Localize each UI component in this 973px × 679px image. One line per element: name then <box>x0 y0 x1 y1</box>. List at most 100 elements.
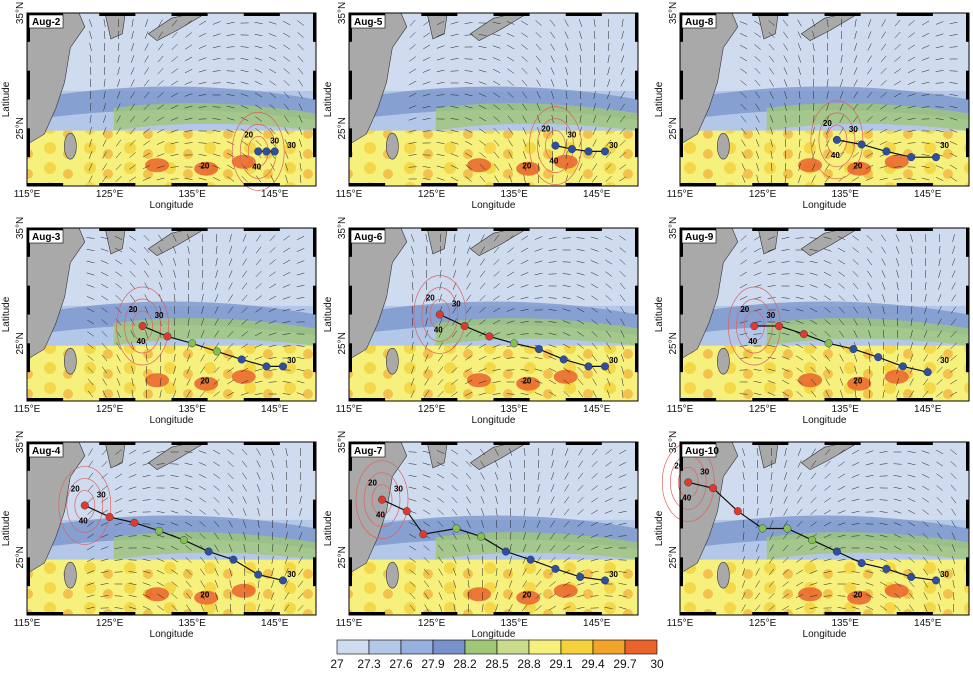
colorbar-tick-label: 28.2 <box>453 657 477 671</box>
wind-arrow <box>865 499 874 501</box>
wind-arrow <box>171 593 178 599</box>
wind-arrow <box>467 234 471 242</box>
wind-arrow <box>520 272 529 276</box>
wind-arrow <box>536 544 541 552</box>
wind-arrow <box>825 139 830 147</box>
wind-arrow <box>907 509 916 515</box>
wind-arrow <box>129 235 136 241</box>
wind-arrow <box>909 604 914 612</box>
wind-arrow <box>753 333 762 335</box>
wind-arrow <box>923 580 928 588</box>
y-tick-label: 25°N <box>15 332 26 354</box>
wind-contour <box>66 478 104 533</box>
wind-arrow <box>893 510 902 514</box>
wind-arrow <box>117 79 121 87</box>
wind-arrow <box>840 390 844 398</box>
wind-arrow <box>880 605 887 611</box>
wind-arrow <box>465 331 472 337</box>
wind-arrow <box>909 354 914 362</box>
wind-arrow <box>895 234 900 242</box>
wind-arrow <box>298 91 303 99</box>
wind-arrow <box>784 115 787 123</box>
wind-arrow <box>799 102 801 112</box>
wind-arrow <box>949 152 958 158</box>
wind-arrow <box>605 163 612 171</box>
wind-arrow <box>492 344 501 348</box>
wind-arrow <box>782 593 789 599</box>
wind-arrow <box>241 448 248 456</box>
wind-arrow <box>921 450 930 454</box>
wind-arrow <box>467 568 470 576</box>
wind-arrow <box>952 568 955 576</box>
colorbar-tick-label: 29.4 <box>581 657 605 671</box>
date-label-box <box>28 443 64 458</box>
wind-arrow <box>552 162 554 172</box>
wind-arrow <box>838 473 846 479</box>
wind-arrow <box>879 570 888 574</box>
wind-arrow <box>115 176 122 182</box>
wind-arrow <box>199 521 206 527</box>
wind-arrow <box>184 93 193 97</box>
wind-arrow <box>534 260 543 264</box>
wind-arrow <box>564 460 569 468</box>
wind-arrow <box>579 31 582 39</box>
wind-arrow <box>466 270 471 278</box>
wind-arrow <box>551 91 555 99</box>
wind-arrow <box>186 390 191 398</box>
wind-arrow <box>173 354 176 362</box>
wind-arrow <box>130 330 135 338</box>
wind-arrow <box>284 115 290 123</box>
x-tick-label: 135°E <box>178 618 206 629</box>
wind-contour <box>677 467 699 498</box>
wind-arrow <box>467 580 470 588</box>
wind-arrow <box>923 604 928 612</box>
wind-arrow <box>438 604 443 612</box>
y-tick-label: 35°N <box>337 2 348 24</box>
wind-arrow <box>896 270 899 278</box>
wind-arrow <box>881 270 886 278</box>
wind-arrow <box>296 380 305 384</box>
frame-tick <box>421 398 458 401</box>
wind-arrow <box>255 116 262 122</box>
wind-arrow <box>184 498 193 502</box>
wind-arrow <box>255 258 262 266</box>
wind-arrow <box>170 92 179 98</box>
wind-arrow <box>170 487 179 489</box>
wind-arrow <box>811 163 816 171</box>
wind-arrow <box>838 176 845 182</box>
wind-arrow <box>451 354 458 362</box>
frame-tick <box>349 612 386 615</box>
wind-arrow <box>739 21 748 25</box>
wind-arrow <box>548 356 557 360</box>
wind-arrow <box>422 178 431 180</box>
wind-arrow <box>271 544 274 552</box>
wind-arrow <box>508 604 513 612</box>
wind-arrow <box>226 391 235 397</box>
wind-arrow <box>620 330 625 338</box>
wind-arrow <box>450 141 459 145</box>
typhoon-track <box>138 322 287 371</box>
wind-arrow <box>605 151 612 159</box>
frame-tick <box>349 557 352 587</box>
wind-arrow <box>839 91 844 99</box>
wind-arrow <box>129 247 136 253</box>
wind-arrow <box>605 473 613 479</box>
wind-arrow <box>618 486 627 490</box>
wind-arrow <box>893 545 902 551</box>
wind-arrow <box>937 556 942 564</box>
wind-arrow <box>115 283 122 289</box>
wind-arrow <box>157 104 164 110</box>
wind-arrow <box>481 508 485 516</box>
wind-contour <box>58 466 112 545</box>
wind-arrow <box>87 390 94 398</box>
wind-arrow <box>594 66 596 76</box>
wind-arrow <box>436 20 445 26</box>
wind-arrow <box>784 448 787 456</box>
wind-arrow <box>796 355 804 361</box>
wind-arrow <box>230 603 232 613</box>
wind-arrow <box>548 297 557 299</box>
colorbar-tick-label: 28.8 <box>517 657 541 671</box>
wind-arrow <box>268 56 277 62</box>
wind-arrow <box>590 521 599 527</box>
wind-arrow <box>577 390 584 398</box>
